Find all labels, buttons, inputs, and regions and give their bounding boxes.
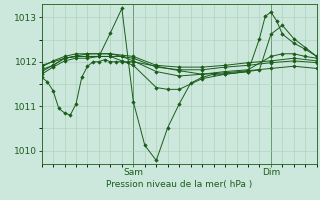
X-axis label: Pression niveau de la mer( hPa ): Pression niveau de la mer( hPa ) bbox=[106, 180, 252, 189]
